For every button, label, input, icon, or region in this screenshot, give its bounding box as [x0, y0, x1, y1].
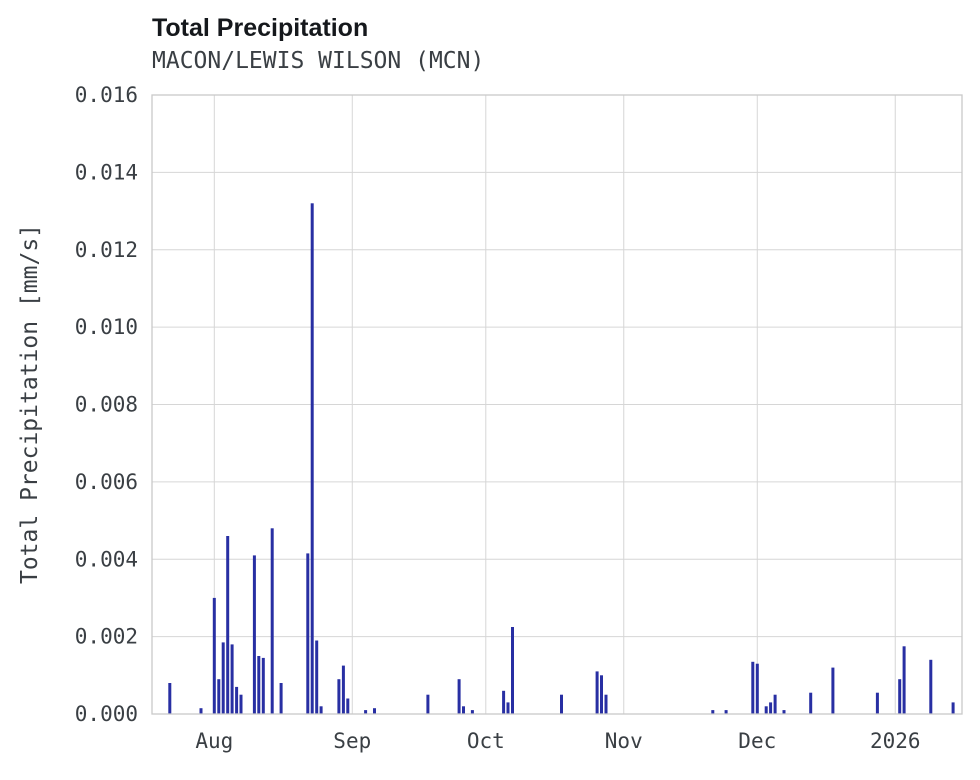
- plot-border: [151, 94, 963, 715]
- bar: [217, 679, 221, 714]
- bar: [457, 679, 461, 714]
- bar: [261, 657, 265, 714]
- bar: [724, 710, 728, 714]
- bar: [346, 698, 350, 714]
- bar: [773, 694, 777, 714]
- chart-title: Total Precipitation: [152, 14, 369, 42]
- y-tick-label: 0.000: [75, 702, 138, 726]
- bar: [929, 659, 933, 714]
- bar: [212, 597, 216, 714]
- x-tick-label: 2026: [870, 729, 921, 753]
- chart-subtitle: MACON/LEWIS WILSON (MCN): [152, 48, 485, 74]
- bar: [898, 679, 902, 714]
- bar: [221, 642, 225, 714]
- bar: [902, 646, 906, 714]
- bar: [604, 694, 608, 714]
- bar: [226, 536, 230, 714]
- bar: [341, 665, 345, 714]
- bar: [560, 694, 563, 714]
- bar: [306, 553, 310, 714]
- y-tick-label: 0.004: [75, 547, 138, 571]
- bar: [279, 683, 283, 714]
- bar: [364, 710, 368, 714]
- bar: [831, 667, 835, 714]
- bar: [506, 702, 510, 714]
- bar: [711, 710, 715, 714]
- y-tick-label: 0.014: [75, 160, 138, 184]
- y-tick-label: 0.008: [75, 393, 138, 417]
- bar: [310, 203, 314, 715]
- bar: [951, 702, 955, 714]
- bar: [168, 683, 172, 714]
- bar: [764, 706, 768, 714]
- bar: [199, 708, 203, 714]
- bar: [769, 702, 773, 714]
- bar: [315, 640, 319, 714]
- bar: [337, 679, 341, 714]
- bar: [319, 706, 323, 714]
- x-tick-label: Aug: [195, 729, 233, 753]
- bar: [426, 694, 430, 714]
- bar: [502, 690, 506, 714]
- bar: [751, 661, 755, 714]
- x-tick-label: Sep: [333, 729, 371, 753]
- bar: [462, 706, 465, 714]
- bar: [875, 692, 879, 714]
- bar: [470, 710, 474, 714]
- bar: [809, 692, 813, 714]
- x-tick-label: Dec: [738, 729, 776, 753]
- y-tick-label: 0.016: [75, 83, 138, 107]
- x-tick-label: Nov: [605, 729, 643, 753]
- bar: [230, 644, 234, 714]
- bar: [595, 671, 599, 714]
- bar: [270, 528, 274, 714]
- bar: [373, 708, 376, 714]
- bar: [252, 555, 256, 714]
- bar: [235, 686, 239, 714]
- y-tick-label: 0.010: [75, 315, 138, 339]
- x-tick-label: Oct: [467, 729, 505, 753]
- bar: [755, 663, 759, 714]
- bar: [239, 694, 243, 714]
- bar: [511, 627, 514, 714]
- y-tick-label: 0.002: [75, 625, 138, 649]
- y-tick-label: 0.006: [75, 470, 138, 494]
- bar: [782, 710, 786, 714]
- bar: [600, 675, 603, 714]
- bar: [257, 656, 261, 714]
- y-tick-label: 0.012: [75, 238, 138, 262]
